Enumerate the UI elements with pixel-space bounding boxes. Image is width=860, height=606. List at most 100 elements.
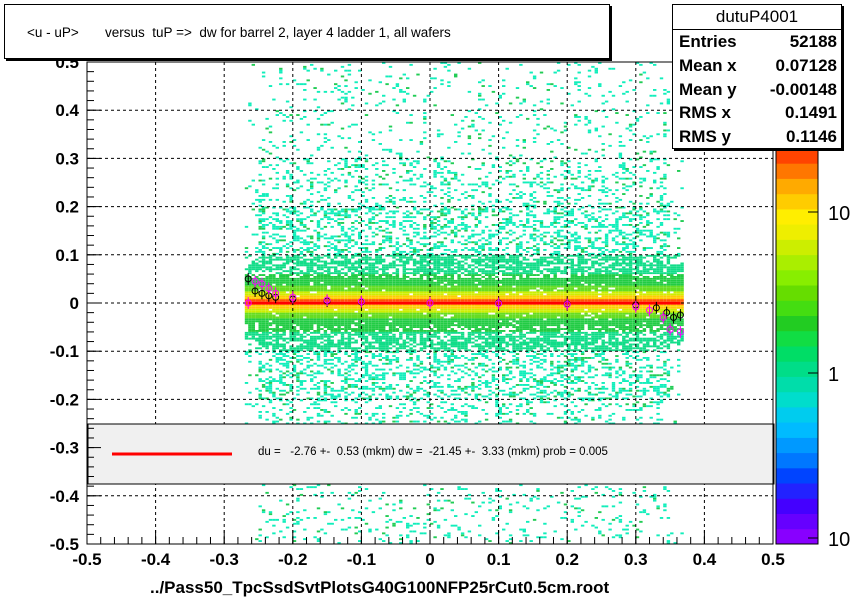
density-cell — [327, 320, 331, 323]
density-cell — [327, 177, 331, 180]
density-cell — [402, 289, 406, 292]
density-cell — [371, 306, 376, 309]
density-cell — [344, 216, 348, 219]
density-cell — [251, 208, 255, 211]
density-cell — [334, 320, 338, 323]
density-cell — [399, 299, 403, 301]
density-cell — [409, 320, 413, 323]
density-cell — [378, 220, 382, 222]
density-cell — [388, 337, 393, 340]
density-cell — [443, 322, 448, 325]
density-cell — [416, 285, 420, 288]
density-cell — [296, 351, 300, 354]
density-cell — [460, 293, 465, 296]
density-cell — [258, 227, 262, 230]
density-cell — [467, 385, 472, 388]
density-cell — [450, 293, 454, 296]
density-cell — [320, 304, 324, 307]
density-cell — [292, 285, 297, 288]
density-cell — [443, 249, 448, 251]
density-cell — [296, 277, 300, 280]
density-cell — [361, 274, 365, 276]
density-cell — [299, 277, 304, 280]
density-cell — [327, 335, 331, 338]
density-cell — [447, 293, 451, 296]
density-cell — [436, 395, 441, 398]
density-cell — [255, 214, 259, 217]
density-cell — [409, 339, 413, 342]
density-cell — [375, 293, 379, 296]
density-cell — [406, 385, 410, 388]
density-cell — [347, 235, 352, 238]
density-cell — [371, 270, 376, 273]
density-cell — [409, 170, 413, 172]
density-cell — [388, 384, 393, 386]
density-cell — [467, 316, 472, 319]
density-cell — [275, 287, 279, 290]
density-cell — [364, 316, 369, 319]
density-cell — [378, 339, 382, 342]
density-cell — [447, 306, 451, 309]
density-cell — [392, 250, 396, 253]
density-cell — [323, 289, 328, 292]
density-cell — [316, 412, 321, 415]
density-cell — [368, 324, 372, 327]
density-cell — [285, 306, 290, 309]
density-cell — [447, 536, 451, 539]
density-cell — [454, 272, 458, 275]
density-cell — [450, 318, 454, 321]
density-cell — [440, 397, 444, 400]
density-cell — [299, 291, 304, 294]
density-cell — [416, 295, 420, 298]
density-cell — [430, 407, 434, 409]
density-cell — [282, 276, 286, 278]
density-cell — [433, 171, 437, 174]
density-cell — [371, 308, 376, 311]
density-cell — [292, 357, 297, 359]
density-cell — [303, 330, 307, 332]
density-cell — [285, 384, 290, 386]
density-cell — [334, 322, 338, 325]
density-cell — [443, 231, 448, 234]
density-cell — [340, 328, 345, 330]
density-cell — [388, 289, 393, 292]
density-cell — [272, 168, 276, 170]
density-cell — [258, 173, 262, 176]
density-cell — [426, 252, 430, 255]
density-cell — [406, 283, 410, 286]
density-cell — [310, 349, 314, 352]
density-cell — [340, 518, 345, 521]
density-cell — [327, 411, 331, 413]
density-cell — [395, 339, 400, 342]
density-cell — [443, 314, 448, 317]
density-cell — [412, 173, 417, 176]
density-cell — [334, 189, 338, 192]
density-cell — [265, 389, 269, 392]
density-cell — [316, 285, 321, 288]
density-cell — [457, 393, 461, 396]
density-cell — [344, 422, 348, 425]
density-cell — [399, 507, 403, 510]
density-cell — [258, 534, 262, 537]
density-cell — [337, 287, 341, 290]
density-cell — [378, 279, 382, 282]
density-cell — [261, 277, 266, 280]
density-cell — [340, 347, 345, 350]
density-cell — [412, 293, 417, 296]
density-cell — [347, 335, 352, 338]
density-cell — [375, 324, 379, 327]
density-cell — [344, 320, 348, 323]
density-cell — [440, 264, 444, 267]
density-cell — [354, 409, 358, 411]
density-cell — [351, 493, 355, 496]
density-cell — [272, 380, 276, 382]
density-cell — [265, 262, 269, 265]
density-cell — [244, 276, 249, 278]
density-cell — [330, 345, 334, 348]
density-cell — [354, 254, 358, 257]
density-cell — [416, 331, 420, 334]
density-cell — [409, 540, 413, 542]
density-cell — [467, 297, 472, 300]
density-cell — [409, 324, 413, 327]
density-cell — [327, 139, 331, 141]
